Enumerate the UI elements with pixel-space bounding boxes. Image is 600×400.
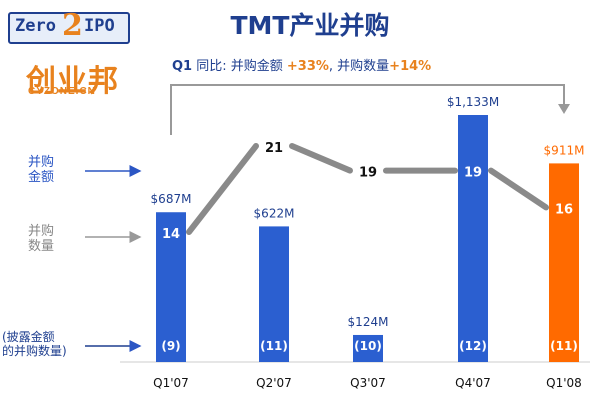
x-tick-label-2: Q3'07 <box>350 376 386 390</box>
disclosed-count-label-3: (12) <box>459 339 487 353</box>
bar-4 <box>549 163 579 362</box>
disclosed-count-label-4: (11) <box>550 339 578 353</box>
cyzone-logo-sub: CYZONE.CN <box>28 86 96 97</box>
logo-two-text: 2 <box>62 8 83 43</box>
bar-value-label-4: $911M <box>544 143 585 157</box>
bar-1 <box>259 226 289 362</box>
zero2ipo-logo: Zero 2 IPO <box>8 8 130 44</box>
yoy-count-change: +14% <box>389 59 432 74</box>
legend-amount: 并购 金额 <box>28 155 54 185</box>
legend-count-line-1: 并购 <box>28 224 55 239</box>
count-point-label-4: 16 <box>555 202 573 217</box>
disclosed-count-label-2: (10) <box>354 339 382 353</box>
comparison-bracket-arrowhead <box>558 104 570 114</box>
count-line-segment-0 <box>186 143 259 235</box>
yoy-amount-change: +33% <box>286 59 329 74</box>
legend-amount-line-2: 金额 <box>28 170 55 185</box>
disclosed-count-label-0: (9) <box>161 339 180 353</box>
disclosed-count-label-1: (11) <box>260 339 288 353</box>
count-point-label-2: 19 <box>359 166 377 181</box>
x-tick-label-1: Q2'07 <box>256 376 292 390</box>
legend-disclosed: (披露金额 的并购数量) <box>2 330 67 358</box>
bar-0 <box>156 212 186 362</box>
x-tick-label-0: Q1'07 <box>153 376 189 390</box>
yoy-quarter: Q1 <box>172 59 193 74</box>
bar-value-label-3: $1,133M <box>447 95 499 109</box>
x-tick-label-4: Q1'08 <box>546 376 582 390</box>
comparison-bracket <box>170 84 565 135</box>
yoy-note: Q1 同比: 并购金额 +33%, 并购数量+14% <box>172 55 431 74</box>
bar-value-label-2: $124M <box>348 315 389 329</box>
cyzone-logo: 创业邦 <box>26 65 119 98</box>
yoy-text-1: 同比: 并购金额 <box>192 59 287 74</box>
logo-ipo-text: IPO <box>84 16 115 36</box>
legend-disclosed-line-1: (披露金额 <box>2 330 55 344</box>
count-point-label-3: 19 <box>464 166 482 181</box>
count-point-label-1: 21 <box>265 141 283 156</box>
bar-2 <box>353 334 383 362</box>
x-tick-label-3: Q4'07 <box>455 376 491 390</box>
legend-count-line-2: 数量 <box>28 239 55 254</box>
bar-3 <box>458 115 488 362</box>
legend-count: 并购 数量 <box>28 224 54 254</box>
count-line-segment-1 <box>289 143 353 174</box>
legend-disclosed-line-2: 的并购数量) <box>2 344 67 358</box>
count-line-segment-3 <box>488 167 549 211</box>
bar-value-label-0: $687M <box>151 192 192 206</box>
logo-zero-text: Zero <box>15 16 56 36</box>
count-point-label-0: 14 <box>162 227 180 242</box>
bar-value-label-1: $622M <box>254 206 295 220</box>
legend-amount-line-1: 并购 <box>28 155 55 170</box>
chart-title: TMT产业并购 <box>230 11 390 40</box>
yoy-text-2: , 并购数量 <box>328 59 390 74</box>
